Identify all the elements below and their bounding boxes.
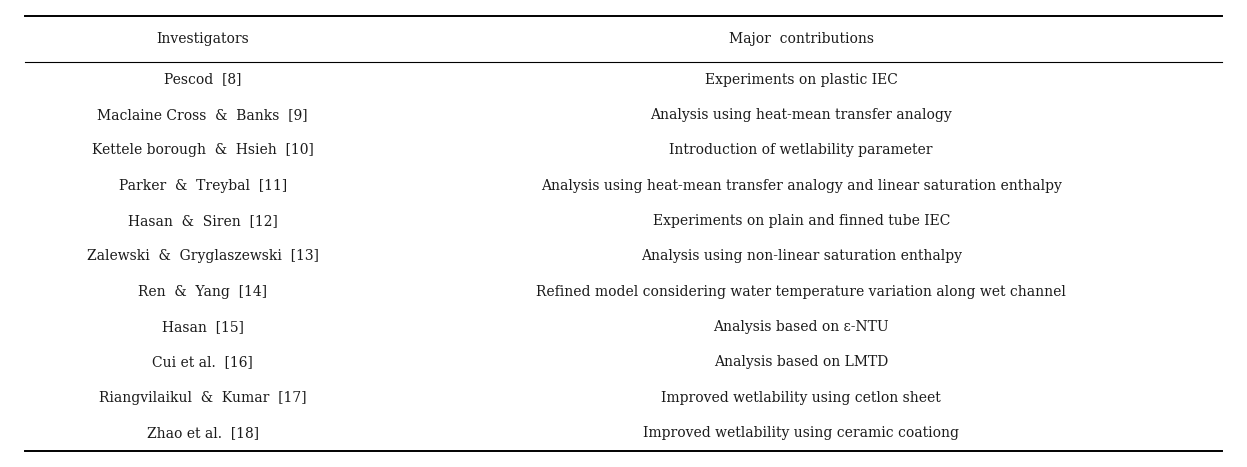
Text: Major  contributions: Major contributions	[728, 32, 874, 46]
Text: Analysis using heat-mean transfer analogy and linear saturation enthalpy: Analysis using heat-mean transfer analog…	[541, 178, 1061, 192]
Text: Experiments on plastic IEC: Experiments on plastic IEC	[705, 72, 898, 86]
Text: Cui et al.  [16]: Cui et al. [16]	[152, 355, 253, 369]
Text: Zhao et al.  [18]: Zhao et al. [18]	[147, 426, 258, 440]
Text: Kettele borough  &  Hsieh  [10]: Kettele borough & Hsieh [10]	[92, 143, 313, 157]
Text: Refined model considering water temperature variation along wet channel: Refined model considering water temperat…	[536, 285, 1066, 298]
Text: Analysis based on LMTD: Analysis based on LMTD	[715, 355, 888, 369]
Text: Improved wetlability using ceramic coationg: Improved wetlability using ceramic coati…	[643, 426, 959, 440]
Text: Parker  &  Treybal  [11]: Parker & Treybal [11]	[118, 178, 287, 192]
Text: Maclaine Cross  &  Banks  [9]: Maclaine Cross & Banks [9]	[97, 108, 308, 122]
Text: Hasan  [15]: Hasan [15]	[162, 320, 243, 334]
Text: Hasan  &  Siren  [12]: Hasan & Siren [12]	[127, 214, 278, 228]
Text: Improved wetlability using cetlon sheet: Improved wetlability using cetlon sheet	[661, 391, 941, 404]
Text: Analysis using non-linear saturation enthalpy: Analysis using non-linear saturation ent…	[641, 249, 961, 263]
Text: Riangvilaikul  &  Kumar  [17]: Riangvilaikul & Kumar [17]	[99, 391, 307, 404]
Text: Investigators: Investigators	[156, 32, 249, 46]
Text: Zalewski  &  Gryglaszewski  [13]: Zalewski & Gryglaszewski [13]	[86, 249, 319, 263]
Text: Analysis using heat-mean transfer analogy: Analysis using heat-mean transfer analog…	[651, 108, 951, 122]
Text: Pescod  [8]: Pescod [8]	[163, 72, 242, 86]
Text: Analysis based on ε-NTU: Analysis based on ε-NTU	[713, 320, 889, 334]
Text: Introduction of wetlability parameter: Introduction of wetlability parameter	[670, 143, 933, 157]
Text: Ren  &  Yang  [14]: Ren & Yang [14]	[138, 285, 267, 298]
Text: Experiments on plain and finned tube IEC: Experiments on plain and finned tube IEC	[652, 214, 950, 228]
